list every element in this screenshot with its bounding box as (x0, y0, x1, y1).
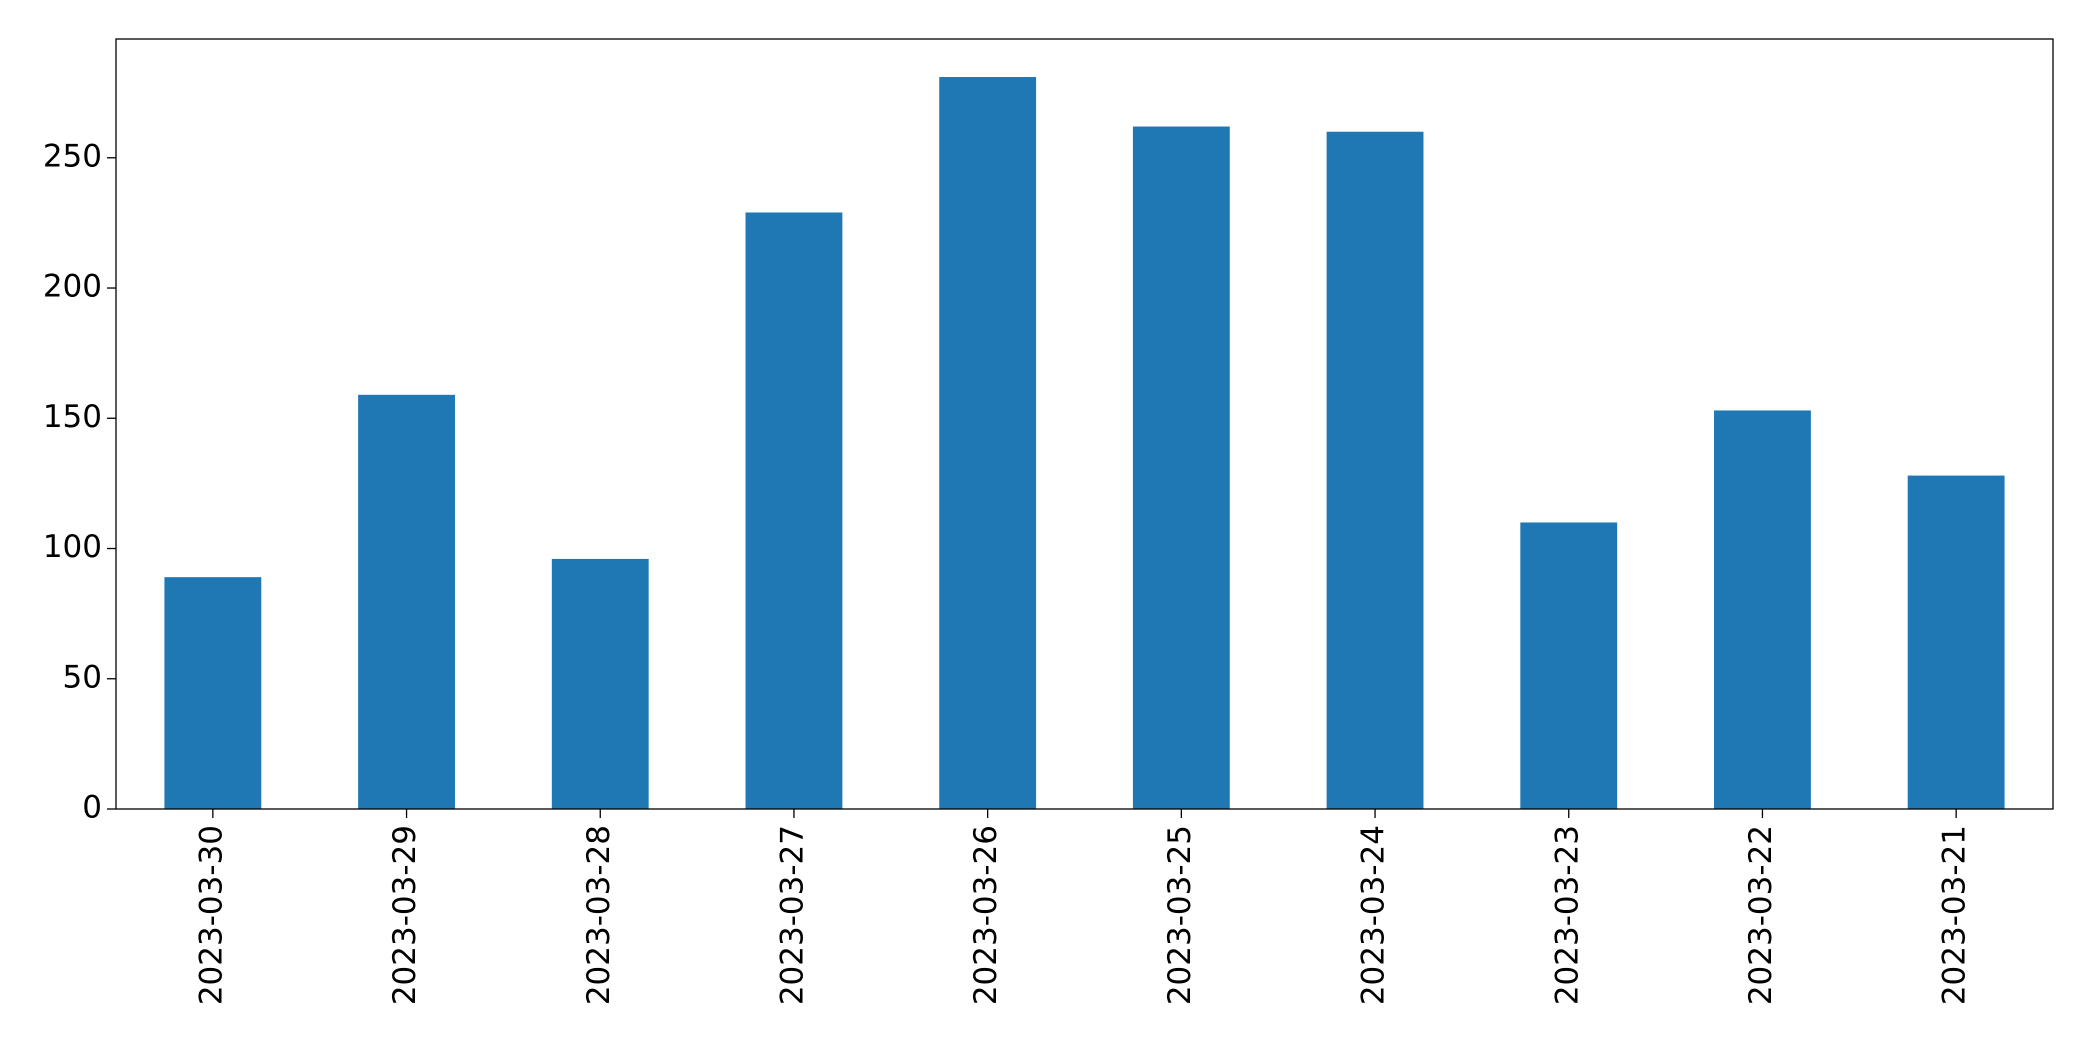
x-tick-label: 2023-03-21 (1937, 825, 1973, 1005)
bar (939, 77, 1037, 809)
x-tick-label: 2023-03-27 (774, 825, 810, 1005)
bar (1326, 131, 1424, 810)
x-tick-label: 2023-03-29 (387, 825, 423, 1005)
x-tick-label: 2023-03-23 (1549, 825, 1585, 1005)
x-tick-label: 2023-03-26 (968, 825, 1004, 1005)
x-tick-label: 2023-03-22 (1743, 825, 1779, 1005)
bar (358, 394, 455, 809)
y-tick-label: 100 (43, 529, 102, 565)
plot-frame (115, 38, 2054, 810)
x-tick-label: 2023-03-30 (193, 825, 229, 1005)
y-tick-label: 0 (82, 790, 102, 826)
bar (1907, 475, 2005, 809)
y-tick-label: 150 (43, 399, 102, 435)
bar (745, 212, 843, 809)
bar (551, 558, 649, 809)
x-tick-label: 2023-03-28 (581, 825, 617, 1005)
x-tick-label: 2023-03-25 (1162, 825, 1198, 1005)
y-tick-label: 200 (43, 269, 102, 305)
y-tick-label: 50 (63, 659, 102, 695)
bar (1714, 410, 1811, 809)
x-tick-label: 2023-03-24 (1356, 825, 1392, 1005)
bar (1520, 522, 1618, 809)
bar (164, 577, 262, 809)
y-tick-label: 250 (43, 138, 102, 174)
bar (1132, 126, 1230, 809)
